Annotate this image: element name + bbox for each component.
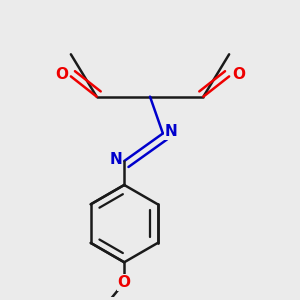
- Text: O: O: [232, 67, 245, 82]
- Text: N: N: [165, 124, 177, 139]
- Text: N: N: [110, 152, 122, 167]
- Text: O: O: [55, 67, 68, 82]
- Text: O: O: [118, 275, 131, 290]
